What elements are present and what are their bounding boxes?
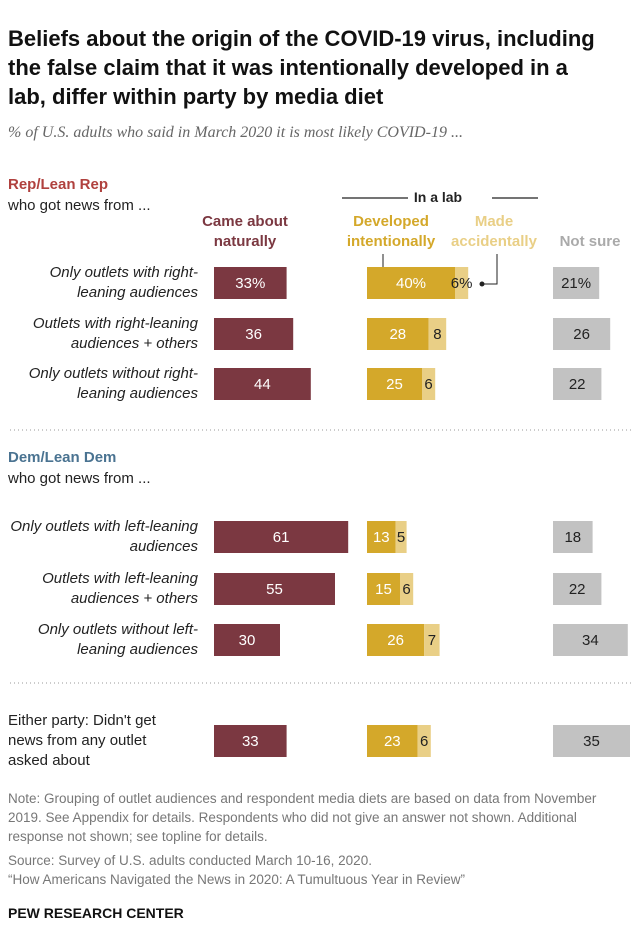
value-label: 40% [396,275,426,292]
value-label: 18 [564,529,581,546]
bar [214,725,287,757]
bar [367,318,429,350]
value-label: 6% [451,275,473,292]
category-label: Outlets with left-leaning audiences + ot… [42,570,198,607]
value-label: 55 [266,581,283,598]
category-label: Only outlets without left-leaning audien… [37,621,198,658]
value-label: 26 [573,326,590,343]
value-label: 23 [384,733,401,750]
bar [553,267,600,299]
bar [367,521,396,553]
callout-dot [479,281,485,287]
bar [367,267,455,299]
bar [214,624,280,656]
callout-line [482,254,498,285]
bar [367,725,418,757]
bar [422,368,436,400]
bar [455,267,469,299]
group-subtitle: who got news from ... [8,197,151,214]
series-header: Came about naturally [202,213,288,250]
value-label: 35 [583,733,600,750]
value-label: 6 [402,581,410,598]
value-label: 22 [569,581,586,598]
value-label: 25 [386,376,403,393]
value-label: 6 [420,733,428,750]
bar [367,573,400,605]
bar [428,318,447,350]
bar [367,624,425,656]
note: Note: Grouping of outlet audiences and r… [8,791,597,844]
source: Source: Survey of U.S. adults conducted … [8,853,372,868]
value-label: 7 [428,632,436,649]
series-header: Made accidentally [451,213,537,250]
value-label: 15 [375,581,392,598]
category-label: Only outlets with left-leaning audiences [10,518,198,555]
bar [214,267,287,299]
value-label: 33 [242,733,259,750]
bar [553,318,611,350]
category-label: Outlets with right-leaning audiences + o… [32,315,198,352]
bar [367,368,422,400]
bar [553,624,628,656]
bar [553,725,630,757]
value-label: 33% [235,275,265,292]
value-label: 5 [397,529,405,546]
value-label: 44 [254,376,271,393]
category-label: Only outlets without right-leaning audie… [28,365,198,402]
value-label: 28 [389,326,406,343]
chart-subtitle: % of U.S. adults who said in March 2020 … [8,124,463,141]
bar [553,573,602,605]
value-label: 8 [433,326,441,343]
series-header: Developed intentionally [346,213,436,250]
bar [400,573,414,605]
bar [553,521,593,553]
category-label: Only outlets with right-leaning audience… [49,264,198,301]
bar [214,521,349,553]
category-label: Either party: Didn't get news from any o… [8,712,156,769]
lab-header: In a lab [413,189,463,205]
group-title: Rep/Lean Rep [8,176,109,193]
value-label: 30 [239,632,256,649]
value-label: 34 [582,632,599,649]
bar [417,725,431,757]
bar [214,573,335,605]
value-label: 22 [569,376,586,393]
value-label: 13 [373,529,390,546]
value-label: 21% [561,275,591,292]
value-label: 36 [245,326,262,343]
group-subtitle: who got news from ... [8,470,151,487]
value-label: 26 [387,632,404,649]
bar [395,521,407,553]
bar [424,624,440,656]
bar [553,368,602,400]
credit: PEW RESEARCH CENTER [8,905,184,921]
bar [214,368,311,400]
series-header: Not sure [559,233,621,250]
citation: “How Americans Navigated the News in 202… [8,872,465,887]
bar [214,318,294,350]
group-title: Dem/Lean Dem [8,449,117,466]
value-label: 61 [273,529,290,546]
chart-title: Beliefs about the origin of the COVID-19… [8,26,595,109]
value-label: 6 [424,376,432,393]
